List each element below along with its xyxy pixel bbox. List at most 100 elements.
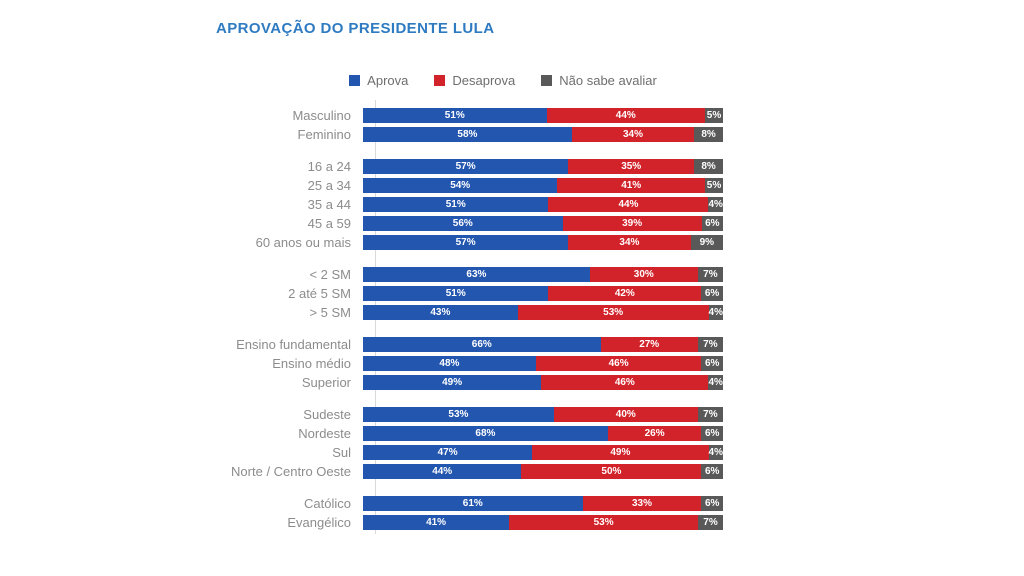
segment-value-label: 42% bbox=[614, 288, 635, 299]
stacked-bar: 68% 26% 6% bbox=[363, 426, 723, 441]
segment-desaprova: 35% bbox=[568, 159, 695, 174]
row-label: Sudeste bbox=[303, 407, 351, 422]
segment-value-label: 7% bbox=[703, 409, 718, 420]
segment-nao-sabe-avaliar: 6% bbox=[701, 426, 723, 441]
segment-value-label: 44% bbox=[432, 466, 453, 477]
stacked-bar: 57% 34% 9% bbox=[363, 235, 724, 250]
segment-value-label: 41% bbox=[621, 180, 642, 191]
stacked-bar: 61% 33% 6% bbox=[363, 496, 723, 511]
row-label: Ensino fundamental bbox=[236, 337, 351, 352]
segment-desaprova: 53% bbox=[509, 515, 699, 530]
table-row: Nordeste 68% 26% 6% bbox=[208, 426, 738, 441]
segment-desaprova: 49% bbox=[532, 445, 709, 460]
segment-value-label: 46% bbox=[614, 377, 635, 388]
segment-nao-sabe-avaliar: 7% bbox=[698, 515, 723, 530]
segment-value-label: 4% bbox=[708, 447, 723, 458]
segment-value-label: 6% bbox=[704, 358, 720, 369]
chart-title: APROVAÇÃO DO PRESIDENTE LULA bbox=[216, 20, 495, 37]
row-label: Evangélico bbox=[287, 515, 351, 530]
segment-value-label: 44% bbox=[615, 110, 636, 121]
segment-value-label: 63% bbox=[466, 269, 487, 280]
row-label: Ensino médio bbox=[272, 356, 351, 371]
table-row: 2 até 5 SM 51% 42% 6% bbox=[208, 286, 738, 301]
table-row: Norte / Centro Oeste 44% 50% 6% bbox=[208, 464, 738, 479]
segment-value-label: 49% bbox=[610, 447, 631, 458]
stacked-bar: 51% 42% 6% bbox=[363, 286, 723, 301]
segment-value-label: 44% bbox=[618, 199, 639, 210]
segment-nao-sabe-avaliar: 6% bbox=[701, 356, 723, 371]
row-label: Norte / Centro Oeste bbox=[231, 464, 351, 479]
segment-aprova: 44% bbox=[363, 464, 522, 479]
segment-aprova: 48% bbox=[363, 356, 536, 371]
segment-aprova: 54% bbox=[363, 178, 558, 193]
row-label: Masculino bbox=[292, 108, 351, 123]
segment-nao-sabe-avaliar: 4% bbox=[708, 375, 723, 390]
group-region: Sudeste 53% 40% 7% Nordeste 68% 26% 6% Sul 4… bbox=[208, 407, 738, 479]
legend-label: Não sabe avaliar bbox=[559, 73, 657, 88]
stacked-bar: 41% 53% 7% bbox=[363, 515, 723, 530]
segment-aprova: 41% bbox=[363, 515, 510, 530]
stacked-bar: 66% 27% 7% bbox=[363, 337, 723, 352]
segment-desaprova: 34% bbox=[568, 235, 691, 250]
segment-value-label: 27% bbox=[639, 339, 660, 350]
legend-item-aprova: Aprova bbox=[349, 73, 408, 88]
segment-desaprova: 53% bbox=[517, 305, 709, 320]
segment-value-label: 4% bbox=[708, 199, 723, 210]
table-row: Masculino 51% 44% 5% bbox=[208, 108, 738, 123]
row-label: 2 até 5 SM bbox=[288, 286, 351, 301]
segment-value-label: 6% bbox=[704, 466, 720, 477]
table-row: 16 a 24 57% 35% 8% bbox=[208, 159, 738, 174]
segment-value-label: 66% bbox=[471, 339, 492, 350]
segment-value-label: 26% bbox=[644, 428, 665, 439]
legend: Aprova Desaprova Não sabe avaliar bbox=[268, 73, 738, 88]
segment-value-label: 51% bbox=[444, 110, 465, 121]
segment-aprova: 57% bbox=[363, 159, 569, 174]
segment-aprova: 61% bbox=[363, 496, 583, 511]
table-row: Feminino 58% 34% 8% bbox=[208, 127, 738, 142]
aprova-swatch-icon bbox=[349, 75, 361, 86]
segment-value-label: 4% bbox=[708, 307, 723, 318]
segment-aprova: 51% bbox=[363, 286, 549, 301]
stacked-bar: 51% 44% 4% bbox=[363, 197, 723, 212]
table-row: Católico 61% 33% 6% bbox=[208, 496, 738, 511]
segment-nao-sabe-avaliar: 6% bbox=[701, 464, 723, 479]
segment-nao-sabe-avaliar: 4% bbox=[708, 445, 723, 460]
segment-desaprova: 44% bbox=[546, 108, 705, 123]
segment-value-label: 43% bbox=[430, 307, 451, 318]
row-label: Sul bbox=[332, 445, 351, 460]
segment-value-label: 6% bbox=[705, 218, 720, 229]
approval-chart: APROVAÇÃO DO PRESIDENTE LULA Aprova Desa… bbox=[208, 20, 738, 534]
stacked-bar: 47% 49% 4% bbox=[363, 445, 723, 460]
segment-desaprova: 46% bbox=[541, 375, 709, 390]
segment-value-label: 68% bbox=[475, 428, 496, 439]
segment-value-label: 34% bbox=[622, 129, 643, 140]
segment-desaprova: 26% bbox=[607, 426, 702, 441]
segment-aprova: 57% bbox=[363, 235, 569, 250]
segment-value-label: 8% bbox=[701, 161, 716, 172]
legend-item-desaprova: Desaprova bbox=[434, 73, 515, 88]
stacked-bar: 48% 46% 6% bbox=[363, 356, 723, 371]
segment-aprova: 43% bbox=[363, 305, 518, 320]
segment-value-label: 6% bbox=[704, 288, 720, 299]
segment-aprova: 49% bbox=[363, 375, 542, 390]
group-gender: Masculino 51% 44% 5% Feminino 58% 34% 8% bbox=[208, 108, 738, 142]
segment-aprova: 51% bbox=[363, 197, 549, 212]
stacked-bar: 51% 44% 5% bbox=[363, 108, 723, 123]
row-label: 60 anos ou mais bbox=[255, 235, 351, 250]
segment-nao-sabe-avaliar: 8% bbox=[694, 159, 723, 174]
segment-value-label: 51% bbox=[445, 199, 466, 210]
segment-aprova: 66% bbox=[363, 337, 601, 352]
segment-aprova: 53% bbox=[363, 407, 554, 422]
stacked-bar: 57% 35% 8% bbox=[363, 159, 723, 174]
segment-desaprova: 34% bbox=[571, 127, 695, 142]
row-label: 45 a 59 bbox=[307, 216, 351, 231]
segment-value-label: 50% bbox=[601, 466, 622, 477]
segment-value-label: 6% bbox=[704, 428, 720, 439]
table-row: 35 a 44 51% 44% 4% bbox=[208, 197, 738, 212]
table-row: 45 a 59 56% 39% 6% bbox=[208, 216, 738, 231]
segment-desaprova: 44% bbox=[548, 197, 709, 212]
row-label: Superior bbox=[301, 375, 351, 390]
group-income: < 2 SM 63% 30% 7% 2 até 5 SM 51% 42% 6% > 5 … bbox=[208, 267, 738, 320]
segment-aprova: 58% bbox=[363, 127, 572, 142]
segment-value-label: 53% bbox=[603, 307, 624, 318]
